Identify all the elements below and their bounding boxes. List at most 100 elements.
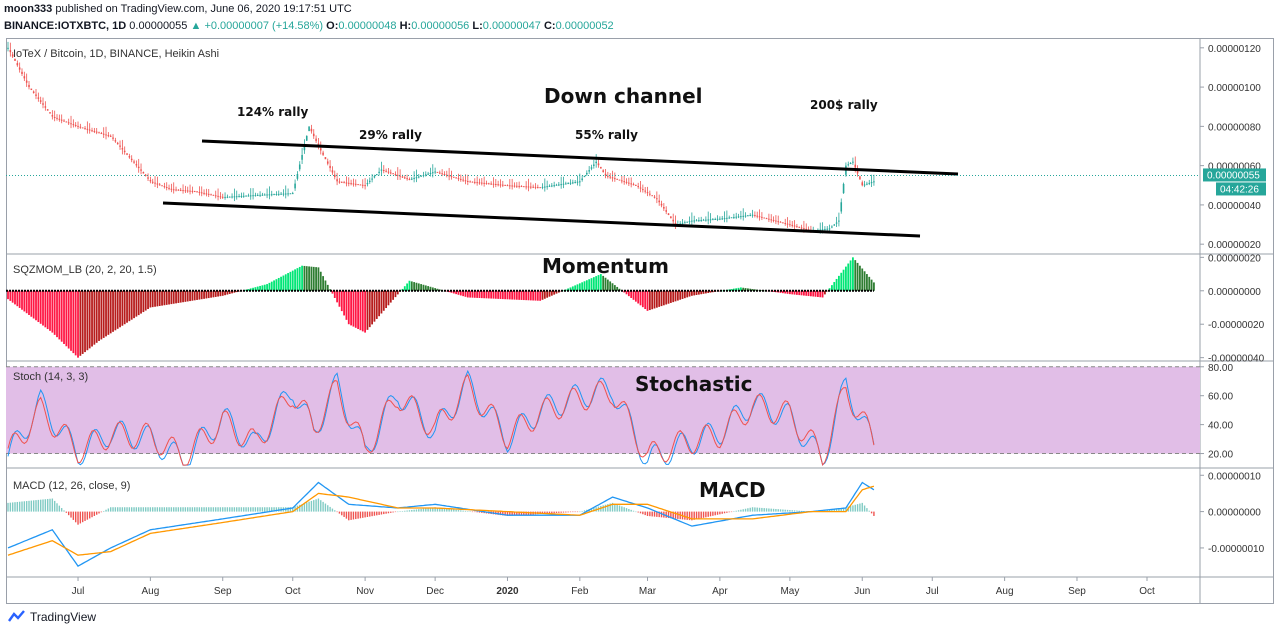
tradingview-brand[interactable]: TradingView bbox=[8, 610, 96, 624]
momentum-bar bbox=[478, 290, 481, 299]
price-candle bbox=[588, 170, 590, 172]
momentum-bar bbox=[168, 290, 170, 305]
momentum-bar bbox=[562, 290, 565, 292]
momentum-bar bbox=[175, 290, 177, 304]
price-candle bbox=[191, 190, 194, 192]
momentum-bar bbox=[852, 257, 854, 291]
price-candle bbox=[331, 170, 334, 173]
momentum-bar bbox=[802, 290, 805, 296]
price-candle bbox=[249, 195, 252, 197]
macd-histogram-bar bbox=[653, 511, 656, 517]
macd-histogram-bar bbox=[504, 511, 506, 516]
price-candle bbox=[326, 161, 329, 164]
price-candle bbox=[803, 228, 805, 230]
momentum-bar bbox=[287, 273, 289, 291]
price-candle bbox=[583, 175, 586, 178]
momentum-bar bbox=[555, 290, 558, 294]
macd-histogram-bar bbox=[390, 511, 392, 513]
macd-histogram-bar bbox=[688, 511, 691, 521]
macd-histogram-bar bbox=[833, 508, 835, 512]
momentum-bar bbox=[49, 290, 51, 331]
macd-histogram-bar bbox=[233, 507, 236, 512]
macd-histogram-bar bbox=[245, 507, 247, 512]
momentum-bar bbox=[366, 290, 369, 330]
macd-histogram-bar bbox=[380, 511, 383, 515]
macd-histogram-bar bbox=[107, 508, 110, 512]
price-candle bbox=[723, 218, 726, 220]
momentum-bar bbox=[480, 290, 483, 299]
momentum-bar bbox=[163, 290, 166, 306]
price-candle bbox=[49, 112, 51, 114]
momentum-bar bbox=[359, 290, 362, 331]
macd-histogram-bar bbox=[562, 511, 565, 513]
price-candle bbox=[126, 153, 128, 155]
macd-histogram-bar bbox=[583, 510, 586, 512]
price-candle bbox=[445, 174, 448, 176]
macd-histogram-bar bbox=[513, 511, 516, 516]
price-candle bbox=[273, 194, 275, 196]
price-tick-label: 0.00000120 bbox=[1208, 44, 1261, 55]
macd-histogram-bar bbox=[126, 507, 128, 512]
macd-histogram-bar bbox=[502, 511, 504, 516]
macd-histogram-bar bbox=[292, 507, 294, 512]
price-candle bbox=[518, 185, 520, 187]
momentum-bar bbox=[695, 290, 698, 296]
author-name[interactable]: moon333 bbox=[4, 3, 53, 15]
momentum-bar bbox=[389, 290, 392, 303]
macd-histogram-bar bbox=[140, 507, 142, 512]
price-candle bbox=[849, 163, 852, 165]
stochastic-tick-label: 40.00 bbox=[1208, 421, 1233, 432]
macd-histogram-bar bbox=[175, 507, 177, 512]
price-candle bbox=[107, 135, 110, 137]
macd-histogram-bar bbox=[152, 507, 154, 512]
momentum-bar bbox=[212, 290, 215, 298]
macd-histogram-bar bbox=[21, 501, 23, 512]
macd-histogram-bar bbox=[614, 503, 616, 512]
momentum-bar bbox=[392, 290, 395, 300]
momentum-bar bbox=[735, 288, 738, 291]
price-candle bbox=[142, 172, 145, 174]
momentum-bar bbox=[70, 290, 72, 351]
momentum-bar bbox=[819, 290, 822, 298]
momentum-bar bbox=[42, 290, 44, 326]
price-candle bbox=[621, 180, 623, 182]
momentum-bar bbox=[583, 281, 586, 291]
macd-histogram-bar bbox=[420, 508, 422, 512]
price-candle bbox=[443, 173, 446, 175]
momentum-bar bbox=[67, 290, 70, 349]
momentum-bar bbox=[602, 275, 605, 291]
macd-histogram-bar bbox=[460, 510, 462, 512]
price-candle bbox=[434, 171, 436, 173]
momentum-bar bbox=[866, 274, 868, 291]
price-candle bbox=[280, 193, 282, 195]
price-candle bbox=[562, 183, 565, 185]
high-label: H: bbox=[399, 20, 412, 32]
macd-histogram-bar bbox=[630, 509, 632, 512]
macd-histogram-bar bbox=[198, 507, 201, 512]
macd-histogram-bar bbox=[462, 510, 464, 512]
momentum-bar bbox=[553, 290, 556, 295]
macd-histogram-bar bbox=[425, 508, 427, 512]
macd-histogram-bar bbox=[667, 511, 670, 519]
momentum-bar bbox=[107, 290, 110, 335]
symbol-label: BINANCE:IOTXBTC, 1D bbox=[4, 20, 127, 32]
price-candle bbox=[417, 176, 420, 178]
price-candle bbox=[555, 184, 558, 186]
momentum-bar bbox=[23, 290, 26, 312]
momentum-bar bbox=[56, 290, 58, 338]
macd-histogram-bar bbox=[261, 507, 264, 512]
macd-histogram-bar bbox=[28, 500, 30, 512]
momentum-bar bbox=[312, 266, 315, 291]
price-candle bbox=[18, 67, 21, 70]
momentum-bar bbox=[424, 285, 427, 291]
price-candle bbox=[35, 94, 37, 96]
momentum-bar bbox=[256, 286, 259, 291]
macd-histogram-bar bbox=[628, 508, 630, 512]
momentum-bar bbox=[525, 290, 528, 301]
momentum-bar bbox=[368, 290, 371, 328]
price-candle bbox=[382, 169, 385, 171]
momentum-bar bbox=[280, 276, 282, 291]
price-candle bbox=[866, 183, 868, 185]
momentum-bar bbox=[303, 265, 306, 291]
